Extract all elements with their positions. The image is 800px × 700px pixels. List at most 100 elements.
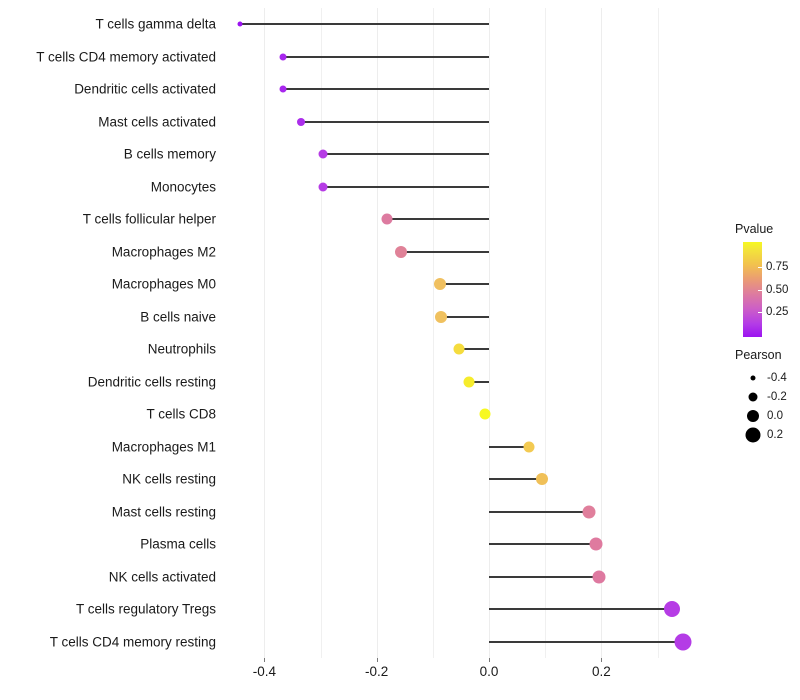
y-axis-tick-label: Mast cells resting — [111, 504, 216, 519]
lollipop-point[interactable] — [479, 408, 491, 420]
lollipop-point[interactable] — [453, 343, 465, 355]
lollipop-point[interactable] — [237, 21, 243, 27]
y-axis-tick-label: NK cells resting — [122, 471, 216, 487]
pearson-legend-label: 0.0 — [767, 409, 783, 422]
pvalue-colorbar-tick — [758, 312, 763, 314]
gridline-minor — [657, 8, 659, 658]
lollipop-stem — [489, 543, 597, 546]
y-axis-tick-label: Macrophages M1 — [111, 439, 216, 454]
lollipop-stem — [440, 315, 490, 318]
lollipop-point[interactable] — [674, 633, 692, 651]
lollipop-point[interactable] — [434, 310, 447, 323]
lollipop-stem — [489, 608, 673, 611]
pearson-legend-entry: 0.0 — [735, 406, 800, 425]
pvalue-color-legend: Pvalue 0.75 0.50 0.25 — [735, 222, 800, 337]
lollipop-point[interactable] — [279, 85, 287, 93]
lollipop-stem — [282, 55, 490, 58]
pvalue-colorbar-tick-label: 0.25 — [766, 306, 789, 319]
pvalue-legend-title: Pvalue — [735, 222, 774, 236]
lollipop-stem — [489, 575, 600, 578]
lollipop-stem — [468, 380, 490, 383]
pearson-legend-entry: -0.4 — [735, 368, 800, 387]
pearson-legend-label: -0.2 — [767, 390, 787, 403]
lollipop-stem — [489, 510, 590, 513]
gridline-major — [264, 8, 266, 658]
y-axis-tick-label: T cells CD4 memory activated — [36, 49, 216, 64]
pearson-legend-dot — [750, 375, 756, 380]
x-axis-tick-mark — [489, 658, 491, 662]
x-axis: -0.4 -0.2 0.0 0.2 — [225, 658, 725, 698]
lollipop-stem — [283, 88, 490, 91]
pvalue-colorbar-tick — [758, 266, 763, 268]
lollipop-point[interactable] — [381, 213, 393, 225]
lollipop-point[interactable] — [589, 537, 603, 551]
y-axis-label-group: T cells gamma delta T cells CD4 memory ac… — [0, 8, 216, 658]
plot-area — [225, 8, 725, 658]
gridline-major — [489, 8, 491, 658]
pearson-size-entries: -0.4 -0.2 0.0 0.2 — [735, 368, 800, 444]
x-axis-tick-label: 0.2 — [592, 664, 611, 679]
pvalue-colorbar — [743, 242, 762, 337]
lollipop-point[interactable] — [434, 278, 447, 291]
pvalue-colorbar-wrap: 0.75 0.50 0.25 — [735, 242, 797, 337]
y-axis-tick-label: Neutrophils — [147, 341, 216, 357]
x-axis-tick-label: 0.0 — [479, 664, 499, 679]
gridline-minor — [432, 8, 434, 658]
x-axis-tick-label: -0.4 — [252, 664, 276, 679]
lollipop-point[interactable] — [318, 182, 328, 192]
y-axis-tick-label: Macrophages M2 — [111, 244, 216, 259]
y-axis-tick-label: T cells gamma delta — [95, 16, 216, 32]
lollipop-point[interactable] — [582, 505, 596, 519]
lollipop-stem — [387, 218, 490, 221]
y-axis-tick-label: Mast cells activated — [98, 114, 216, 129]
lollipop-stem — [322, 153, 490, 156]
lollipop-point[interactable] — [297, 117, 306, 126]
lollipop-point[interactable] — [592, 570, 606, 584]
lollipop-point[interactable] — [395, 245, 408, 258]
lollipop-stem — [458, 348, 490, 351]
gridline-major — [376, 8, 378, 658]
y-axis-tick-label: Macrophages M0 — [111, 276, 216, 292]
lollipop-point[interactable] — [523, 441, 535, 453]
pearson-legend-entry: -0.2 — [735, 387, 800, 406]
x-axis-tick-label: -0.2 — [365, 664, 389, 679]
x-axis-tick-mark — [601, 658, 603, 662]
x-axis-tick-mark — [264, 658, 266, 662]
lollipop-point[interactable] — [463, 376, 475, 388]
lollipop-point[interactable] — [536, 473, 549, 486]
y-axis-tick-label: B cells memory — [123, 146, 216, 162]
pearson-legend-label: 0.2 — [767, 428, 783, 441]
y-axis-tick-label: Monocytes — [150, 179, 216, 194]
pearson-legend-dot — [745, 427, 761, 442]
lollipop-stem — [440, 283, 490, 286]
lollipop-stem — [323, 185, 490, 188]
lollipop-stem — [489, 478, 543, 481]
pearson-legend-label: -0.4 — [767, 371, 787, 384]
lollipop-stem — [239, 23, 490, 26]
y-axis-tick-label: T cells follicular helper — [82, 211, 216, 227]
pvalue-colorbar-tick — [758, 289, 763, 291]
gridline-minor — [320, 8, 322, 658]
pearson-legend-dot — [747, 409, 759, 422]
lollipop-stem — [301, 120, 490, 123]
lollipop-point[interactable] — [664, 601, 681, 618]
pearson-legend-dot — [748, 392, 758, 401]
pearson-size-legend: Pearson -0.4 -0.2 0.0 0.2 — [735, 348, 800, 444]
lollipop-stem — [489, 640, 684, 643]
lollipop-point[interactable] — [318, 149, 328, 159]
pvalue-colorbar-tick-label: 0.50 — [766, 283, 789, 296]
pearson-legend-title: Pearson — [735, 348, 782, 362]
pvalue-colorbar-tick-label: 0.75 — [766, 260, 789, 273]
lollipop-point[interactable] — [279, 53, 287, 61]
gridline-major — [601, 8, 603, 658]
y-axis-tick-label: T cells CD8 — [146, 406, 216, 422]
y-axis-tick-label: T cells CD4 memory resting — [49, 634, 216, 649]
y-axis-tick-label: T cells regulatory Tregs — [75, 601, 216, 617]
x-axis-tick-mark — [376, 658, 378, 662]
lollipop-stem — [489, 445, 529, 448]
y-axis-tick-label: B cells naive — [140, 309, 216, 324]
gridline-minor — [545, 8, 547, 658]
y-axis-tick-label: NK cells activated — [108, 569, 216, 584]
y-axis-tick-label: Dendritic cells resting — [87, 374, 216, 389]
